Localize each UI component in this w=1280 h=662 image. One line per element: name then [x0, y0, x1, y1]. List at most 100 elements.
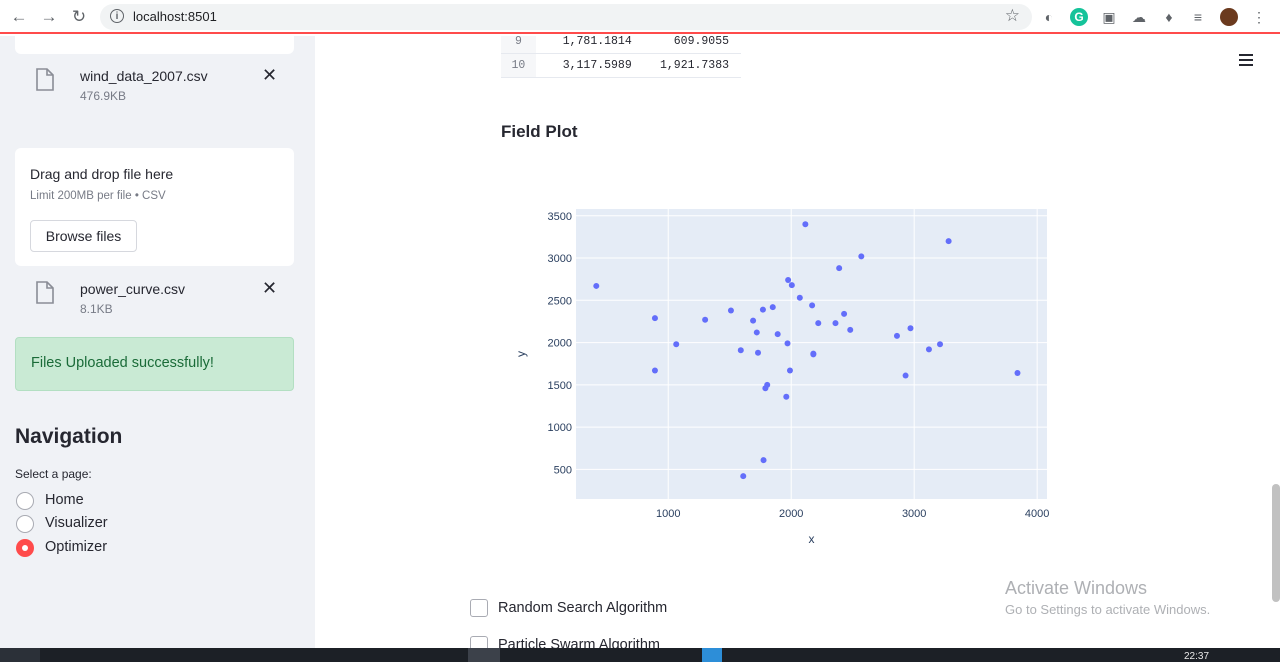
notification-icon[interactable]	[1240, 648, 1258, 662]
page-scrollbar[interactable]	[1272, 484, 1280, 602]
scatter-point[interactable]	[907, 325, 914, 332]
radio-option-visualizer[interactable]: Visualizer	[16, 515, 216, 535]
windows-taskbar: 22:37	[0, 648, 1280, 662]
file-icon	[36, 281, 54, 304]
radio-label[interactable]: Visualizer	[45, 515, 108, 531]
bookmark-star-icon[interactable]: ☆	[1004, 6, 1020, 25]
browser-menu-icon[interactable]: ⋮	[1252, 9, 1266, 25]
radio-button-selected[interactable]	[16, 539, 34, 557]
scatter-point[interactable]	[727, 307, 734, 314]
y-tick-label: 1500	[548, 380, 572, 392]
scatter-point[interactable]	[786, 367, 793, 374]
reload-icon[interactable]: ↻	[71, 7, 87, 26]
scatter-point[interactable]	[847, 326, 854, 333]
scatter-point[interactable]	[764, 381, 771, 388]
scatter-point[interactable]	[925, 346, 932, 353]
scatter-point[interactable]	[753, 329, 760, 336]
url-text[interactable]: localhost:8501	[133, 9, 217, 24]
scatter-point[interactable]	[796, 294, 803, 301]
scatter-point[interactable]	[893, 332, 900, 339]
scatter-point[interactable]	[784, 340, 791, 347]
scatter-point[interactable]	[774, 331, 781, 338]
scatter-point[interactable]	[702, 316, 709, 323]
puzzle-extensions-icon[interactable]: ♦	[1165, 9, 1173, 25]
file-name: power_curve.csv	[80, 281, 186, 297]
info-icon[interactable]: i	[110, 9, 124, 23]
scatter-point[interactable]	[759, 306, 766, 313]
scatter-point[interactable]	[788, 282, 795, 289]
scatter-point[interactable]	[755, 349, 762, 356]
scatter-point[interactable]	[740, 473, 747, 480]
y-tick-label: 2000	[548, 338, 572, 350]
scatter-point[interactable]	[593, 282, 600, 289]
browse-files-button[interactable]: Browse files	[30, 220, 137, 252]
checkbox-label[interactable]: Particle Swarm Algorithm	[498, 637, 660, 648]
hamburger-menu-icon[interactable]	[1239, 54, 1253, 66]
scatter-point[interactable]	[810, 351, 817, 358]
scatter-point[interactable]	[937, 341, 944, 348]
field-scatter-plot[interactable]: 1000 2000 3000 4000 500 1000 1500 2000 2500 3000 3…	[501, 186, 1061, 556]
checkbox[interactable]	[470, 599, 488, 617]
scatter-point[interactable]	[1014, 370, 1021, 377]
scatter-point[interactable]	[651, 367, 658, 374]
grammarly-extension-icon[interactable]: G	[1070, 8, 1088, 26]
radio-option-optimizer[interactable]: Optimizer	[16, 539, 216, 559]
radio-button[interactable]	[16, 515, 34, 533]
scatter-point[interactable]	[809, 302, 816, 309]
scatter-point[interactable]	[673, 341, 680, 348]
app-taskbar-icon[interactable]	[702, 648, 722, 662]
radio-button[interactable]	[16, 492, 34, 510]
save-extension-icon[interactable]: ▣	[1102, 9, 1116, 25]
address-bar[interactable]: i localhost:8501 ☆	[100, 4, 1032, 30]
start-button[interactable]	[0, 648, 40, 662]
table-cell: 1,921.7383	[641, 53, 741, 78]
activate-title: Activate Windows	[1005, 578, 1148, 598]
scatter-point[interactable]	[815, 320, 822, 327]
scatter-point[interactable]	[858, 253, 865, 260]
remove-file-close-icon[interactable]: ✕	[262, 278, 278, 298]
y-tick-label: 3000	[548, 253, 572, 265]
chrome-taskbar-icon[interactable]	[468, 648, 500, 662]
table-cell: 609.9055	[641, 36, 741, 54]
scatter-point[interactable]	[902, 372, 909, 379]
scatter-point[interactable]	[832, 320, 839, 327]
scatter-point[interactable]	[651, 315, 658, 322]
data-table: 9 1,781.1814 609.9055 10 3,117.5989 1,92…	[501, 36, 741, 78]
scatter-point[interactable]	[769, 304, 776, 311]
table-cell: 1,781.1814	[535, 36, 642, 54]
cloud-extension-icon[interactable]: ☁	[1132, 9, 1146, 25]
profile-avatar[interactable]	[1220, 8, 1238, 26]
upload-card-top	[15, 36, 294, 54]
uploaded-file-row: power_curve.csv 8.1KB ✕	[36, 278, 296, 321]
activate-subtitle: Go to Settings to activate Windows.	[1005, 602, 1211, 617]
clock-time: 22:37	[1184, 651, 1210, 662]
scatter-point[interactable]	[737, 347, 744, 354]
scatter-point[interactable]	[750, 317, 757, 324]
back-arrow-icon[interactable]: ←	[10, 7, 28, 26]
checkbox[interactable]	[470, 636, 488, 648]
radio-label[interactable]: Home	[45, 492, 84, 508]
checkbox-label[interactable]: Random Search Algorithm	[498, 600, 668, 616]
file-size: 8.1KB	[80, 302, 113, 316]
file-name: wind_data_2007.csv	[80, 68, 208, 84]
scatter-point[interactable]	[783, 393, 790, 400]
scatter-point[interactable]	[802, 221, 809, 228]
success-message: Files Uploaded successfully!	[31, 355, 214, 371]
table-cell: 3,117.5989	[535, 53, 642, 78]
radio-option-home[interactable]: Home	[16, 492, 216, 512]
success-alert: Files Uploaded successfully!	[15, 337, 294, 391]
main-content: 9 1,781.1814 609.9055 10 3,117.5989 1,92…	[315, 36, 1280, 648]
scatter-point[interactable]	[945, 238, 952, 245]
file-dropzone[interactable]: Drag and drop file here Limit 200MB per …	[15, 148, 294, 266]
scatter-point[interactable]	[841, 310, 848, 317]
forward-arrow-icon[interactable]: →	[40, 7, 58, 26]
remove-file-close-icon[interactable]: ✕	[262, 65, 278, 85]
scatter-point[interactable]	[836, 265, 843, 272]
reading-list-icon[interactable]: ≡	[1193, 9, 1203, 25]
gauge-extension-icon[interactable]: ◐	[1044, 9, 1054, 25]
radio-label[interactable]: Optimizer	[45, 539, 108, 555]
scatter-point[interactable]	[785, 277, 792, 284]
scatter-point[interactable]	[760, 457, 767, 464]
sidebar: wind_data_2007.csv 476.9KB ✕ Drag and dr…	[0, 36, 315, 648]
page-select-label: Select a page:	[15, 467, 92, 481]
